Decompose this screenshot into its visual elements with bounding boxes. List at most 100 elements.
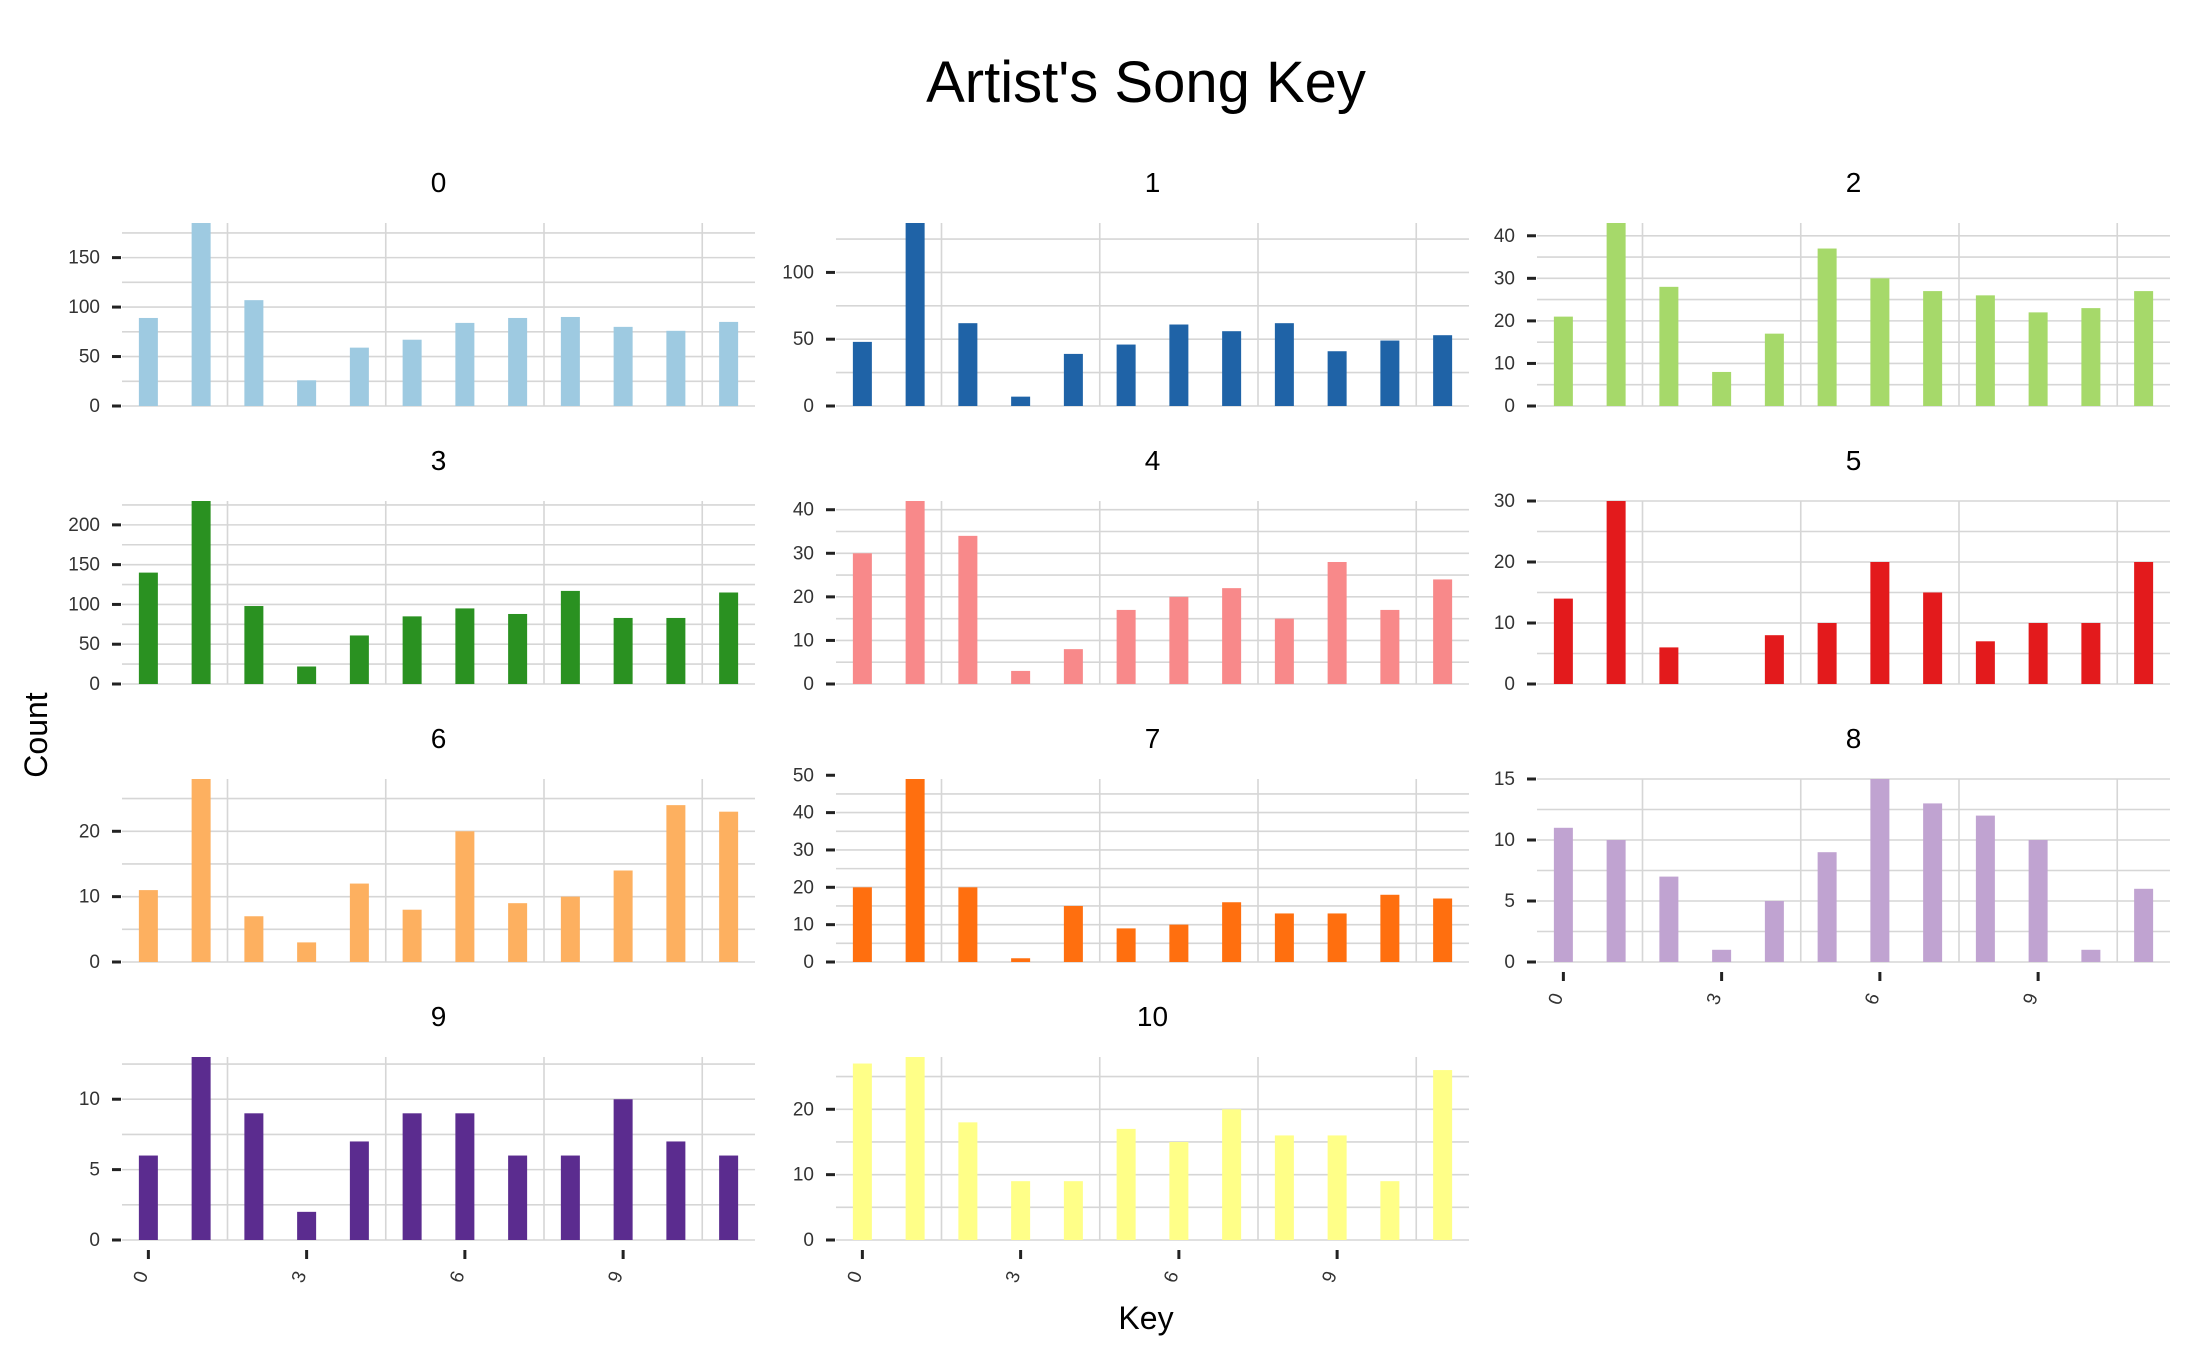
bar-key-5 bbox=[1116, 1128, 1136, 1240]
y-tick-label: 40 bbox=[1494, 226, 1515, 247]
bar-key-9 bbox=[1327, 562, 1347, 684]
y-tick-label: 0 bbox=[803, 674, 814, 695]
y-tick-label: 0 bbox=[803, 1230, 814, 1251]
bar-key-0 bbox=[852, 553, 872, 684]
y-tick-label: 0 bbox=[89, 396, 100, 417]
bar-key-2 bbox=[958, 1122, 978, 1240]
bar-key-1 bbox=[1606, 223, 1626, 406]
bar-key-4 bbox=[1764, 635, 1784, 684]
bar-key-6 bbox=[1169, 924, 1189, 962]
y-tick-label: 10 bbox=[793, 915, 814, 936]
bar-key-11 bbox=[719, 321, 739, 406]
bar-key-8 bbox=[560, 316, 580, 406]
bar-key-8 bbox=[1274, 323, 1294, 406]
y-tick-label: 20 bbox=[793, 877, 814, 898]
facet-label: 3 bbox=[431, 445, 447, 476]
y-tick-label: 40 bbox=[793, 803, 814, 824]
bar-key-7 bbox=[1222, 588, 1242, 684]
bar-key-0 bbox=[1553, 316, 1573, 406]
bar-key-7 bbox=[508, 1155, 528, 1240]
bar-key-9 bbox=[2028, 840, 2048, 962]
bar-key-2 bbox=[244, 606, 264, 684]
bar-key-7 bbox=[1222, 331, 1242, 406]
y-tick-label: 50 bbox=[79, 347, 100, 368]
bar-key-0 bbox=[1553, 827, 1573, 962]
bar-key-3 bbox=[297, 380, 317, 406]
y-tick-label: 5 bbox=[1504, 891, 1515, 912]
y-tick-label: 15 bbox=[1494, 769, 1515, 790]
bar-key-8 bbox=[560, 590, 580, 684]
facet-label: 9 bbox=[431, 1001, 447, 1032]
bar-key-2 bbox=[244, 300, 264, 406]
facet-label: 0 bbox=[431, 167, 447, 198]
bar-key-10 bbox=[666, 1141, 686, 1240]
y-tick-label: 150 bbox=[68, 248, 100, 269]
y-tick-label: 20 bbox=[793, 587, 814, 608]
bar-key-1 bbox=[905, 779, 925, 962]
bar-key-4 bbox=[349, 883, 369, 962]
bar-key-7 bbox=[508, 317, 528, 406]
bar-key-3 bbox=[297, 1211, 317, 1240]
bar-key-5 bbox=[1116, 344, 1136, 406]
bar-key-6 bbox=[455, 1113, 475, 1240]
bar-key-1 bbox=[905, 501, 925, 684]
bar-key-0 bbox=[138, 572, 158, 684]
y-tick-label: 10 bbox=[1494, 613, 1515, 634]
y-tick-label: 40 bbox=[793, 500, 814, 521]
bar-key-10 bbox=[2081, 949, 2101, 962]
y-tick-label: 10 bbox=[1494, 353, 1515, 374]
bar-key-2 bbox=[958, 323, 978, 406]
bar-key-4 bbox=[1063, 353, 1083, 406]
bar-key-1 bbox=[905, 1057, 925, 1240]
bar-key-0 bbox=[1553, 598, 1573, 684]
bar-key-4 bbox=[1764, 333, 1784, 406]
facet-panel-0: 0 0 50 100 150 bbox=[68, 167, 755, 417]
bar-key-4 bbox=[1764, 901, 1784, 962]
y-tick-label: 200 bbox=[68, 515, 100, 536]
bar-key-1 bbox=[905, 223, 925, 406]
bar-key-10 bbox=[1380, 1181, 1400, 1240]
bar-key-9 bbox=[613, 870, 633, 962]
facet-panel-7: 7 0 10 20 30 40 50 bbox=[793, 723, 1469, 973]
bar-key-5 bbox=[1817, 852, 1837, 962]
bar-key-1 bbox=[191, 779, 211, 962]
facet-label: 10 bbox=[1137, 1001, 1168, 1032]
bar-key-11 bbox=[2134, 562, 2154, 684]
facet-panel-1: 1 0 50 100 bbox=[782, 167, 1469, 417]
bar-key-2 bbox=[244, 1113, 264, 1240]
bar-key-6 bbox=[455, 831, 475, 962]
bar-key-5 bbox=[402, 339, 422, 406]
bar-key-11 bbox=[1433, 335, 1453, 406]
bar-key-0 bbox=[852, 1063, 872, 1240]
y-tick-label: 30 bbox=[1494, 268, 1515, 289]
bar-key-6 bbox=[1169, 324, 1189, 406]
y-tick-label: 10 bbox=[793, 630, 814, 651]
y-tick-label: 150 bbox=[68, 555, 100, 576]
bar-key-2 bbox=[958, 535, 978, 684]
bar-key-8 bbox=[1975, 641, 1995, 684]
bar-key-6 bbox=[1169, 1141, 1189, 1240]
bar-key-11 bbox=[2134, 291, 2154, 406]
facet-panel-6: 6 0 10 20 bbox=[79, 723, 755, 973]
bar-key-7 bbox=[1222, 1109, 1242, 1240]
bar-key-3 bbox=[1011, 670, 1031, 684]
bar-key-1 bbox=[1606, 501, 1626, 684]
bar-key-5 bbox=[1817, 248, 1837, 406]
bar-key-6 bbox=[1870, 278, 1890, 406]
y-tick-label: 30 bbox=[1494, 491, 1515, 512]
bar-key-0 bbox=[852, 887, 872, 962]
bar-key-9 bbox=[613, 326, 633, 406]
bar-key-4 bbox=[349, 635, 369, 684]
y-tick-label: 0 bbox=[89, 952, 100, 973]
bar-key-7 bbox=[508, 613, 528, 684]
bar-key-3 bbox=[1011, 1181, 1031, 1240]
bar-key-7 bbox=[508, 903, 528, 962]
bar-key-10 bbox=[2081, 308, 2101, 406]
bar-key-8 bbox=[1274, 1135, 1294, 1240]
y-tick-label: 20 bbox=[1494, 311, 1515, 332]
